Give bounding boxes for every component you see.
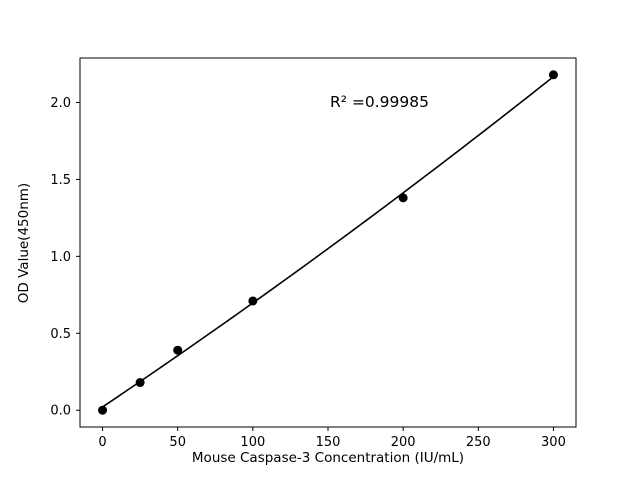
- data-point: [98, 405, 108, 415]
- x-tick-label: 200: [391, 435, 416, 450]
- data-point: [135, 378, 145, 388]
- x-tick-label: 50: [169, 435, 186, 450]
- data-point: [173, 345, 183, 355]
- y-tick-label: 2.0: [50, 96, 71, 111]
- fit-line: [102, 76, 554, 408]
- x-tick-label: 250: [466, 435, 491, 450]
- data-point: [548, 70, 558, 80]
- y-tick-label: 1.5: [50, 173, 71, 188]
- data-point: [248, 296, 258, 306]
- r-squared-annotation: R² =0.99985: [330, 93, 429, 111]
- x-tick-label: 150: [316, 435, 341, 450]
- y-axis-label: OD Value(450nm): [16, 183, 32, 303]
- x-axis-label: Mouse Caspase-3 Concentration (IU/mL): [192, 450, 464, 466]
- data-point: [398, 193, 408, 203]
- y-tick-label: 0.0: [50, 404, 71, 419]
- x-tick-label: 100: [240, 435, 265, 450]
- x-tick-label: 0: [98, 435, 106, 450]
- x-tick-label: 300: [541, 435, 566, 450]
- y-tick-label: 1.0: [50, 250, 71, 265]
- y-tick-label: 0.5: [50, 327, 71, 342]
